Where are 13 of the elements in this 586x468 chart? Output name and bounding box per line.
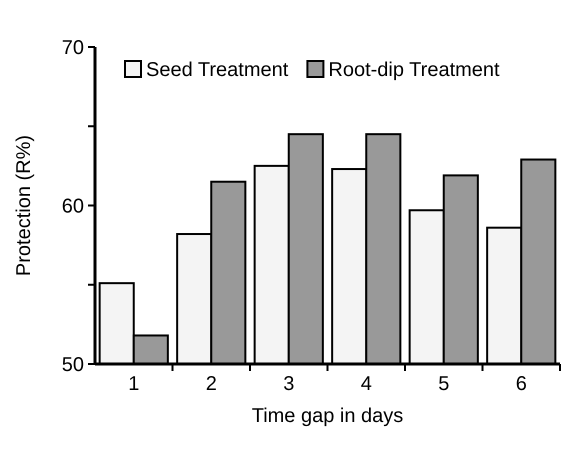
y-tick-label: 50	[62, 354, 84, 376]
x-tick-label: 6	[516, 373, 527, 395]
x-axis-title: Time gap in days	[252, 405, 404, 427]
y-tick-label: 70	[62, 37, 84, 59]
x-tick-label: 4	[360, 373, 372, 395]
y-tick-label: 60	[62, 196, 84, 218]
legend-label: Seed Treatment	[146, 59, 289, 81]
x-tick-label: 1	[128, 373, 140, 395]
legend-label: Root-dip Treatment	[328, 59, 500, 81]
x-tick-label: 3	[283, 373, 294, 395]
y-axis-title: Protection (R%)	[13, 134, 35, 276]
x-tick-label: 2	[206, 373, 217, 395]
x-tick-label: 5	[438, 373, 450, 395]
